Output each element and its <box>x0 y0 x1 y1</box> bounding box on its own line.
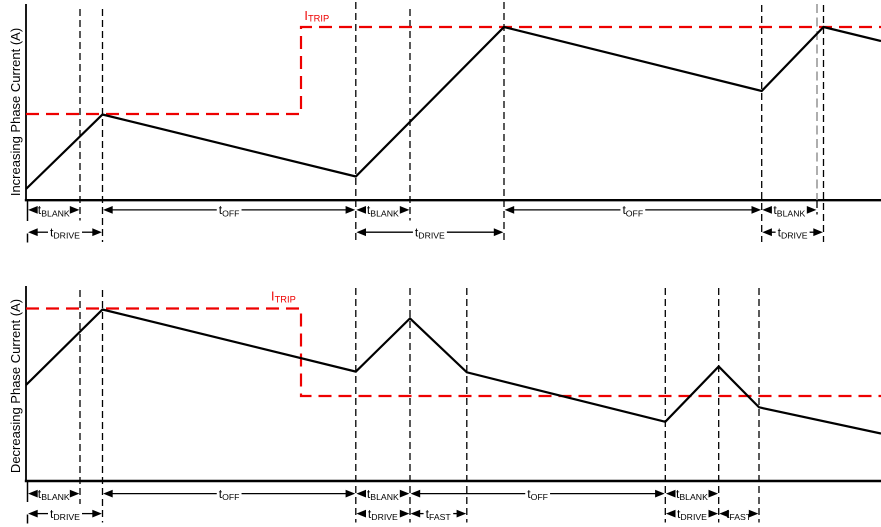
svg-text:DRIVE: DRIVE <box>781 231 808 241</box>
svg-text:I: I <box>271 290 274 304</box>
svg-text:OFF: OFF <box>222 492 239 502</box>
svg-text:Increasing Phase Current (A): Increasing Phase Current (A) <box>8 28 23 196</box>
svg-text:BLANK: BLANK <box>41 492 70 502</box>
svg-text:OFF: OFF <box>531 492 548 502</box>
svg-text:BLANK: BLANK <box>777 208 806 218</box>
svg-text:t: t <box>778 226 782 240</box>
svg-text:t: t <box>50 226 54 240</box>
svg-text:TRIP: TRIP <box>275 294 296 304</box>
svg-text:t: t <box>426 507 430 521</box>
svg-text:t: t <box>38 487 42 501</box>
svg-text:t: t <box>623 203 627 217</box>
svg-text:DRIVE: DRIVE <box>371 512 398 522</box>
svg-text:TRIP: TRIP <box>308 14 329 24</box>
svg-text:DRIVE: DRIVE <box>53 231 80 241</box>
svg-text:t: t <box>50 507 54 521</box>
svg-text:OFF: OFF <box>222 208 239 218</box>
svg-text:FAST: FAST <box>429 512 451 522</box>
svg-text:I: I <box>304 9 307 23</box>
svg-text:BLANK: BLANK <box>679 492 708 502</box>
svg-text:t: t <box>415 226 419 240</box>
svg-text:t: t <box>773 203 777 217</box>
svg-text:t: t <box>367 203 371 217</box>
svg-text:t: t <box>367 487 371 501</box>
svg-text:DRIVE: DRIVE <box>418 231 445 241</box>
svg-text:DRIVE: DRIVE <box>53 512 80 522</box>
svg-text:Decreasing Phase Current (A): Decreasing Phase Current (A) <box>8 299 23 473</box>
svg-text:t: t <box>527 487 531 501</box>
svg-text:OFF: OFF <box>626 208 643 218</box>
svg-text:t: t <box>219 487 223 501</box>
svg-text:BLANK: BLANK <box>41 208 70 218</box>
svg-text:BLANK: BLANK <box>370 492 399 502</box>
svg-text:DRIVE: DRIVE <box>680 512 707 522</box>
svg-text:BLANK: BLANK <box>370 208 399 218</box>
svg-text:t: t <box>368 507 372 521</box>
svg-text:t: t <box>219 203 223 217</box>
svg-text:t: t <box>677 507 681 521</box>
svg-text:FAST: FAST <box>729 512 751 522</box>
svg-text:t: t <box>676 487 680 501</box>
svg-text:t: t <box>38 203 42 217</box>
